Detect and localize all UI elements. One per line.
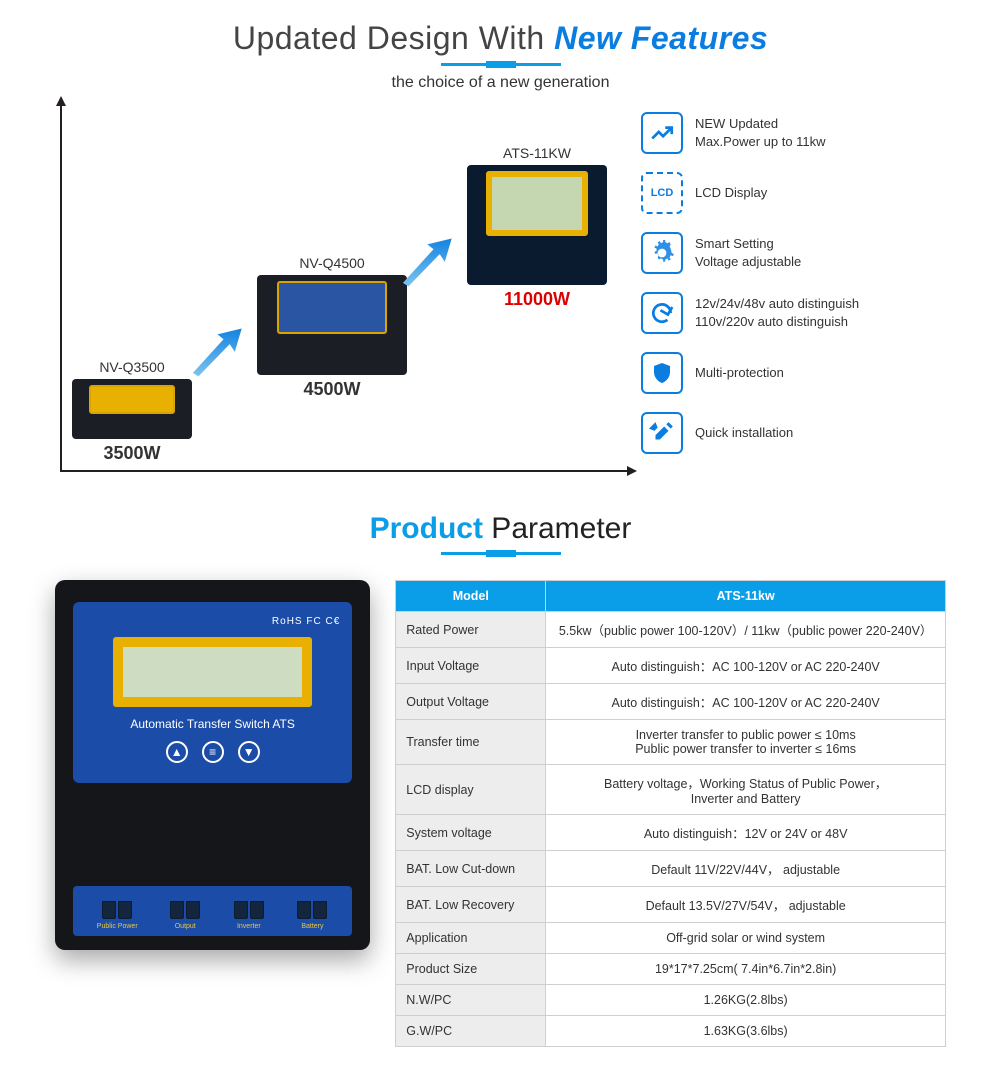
table-row: ApplicationOff-grid solar or wind system (396, 923, 946, 954)
table-row: Transfer timeInverter transfer to public… (396, 720, 946, 765)
table-row: BAT. Low RecoveryDefault 13.5V/27V/54V， … (396, 887, 946, 923)
feature-auto-distinguish: 12v/24v/48v auto distinguish110v/220v au… (641, 292, 941, 334)
table-row: LCD displayBattery voltage，Working Statu… (396, 765, 946, 815)
page-title: Updated Design With New Features (60, 20, 941, 57)
feature-text: 12v/24v/48v auto distinguish110v/220v au… (695, 295, 859, 330)
product-label: NV-Q3500 (72, 359, 192, 375)
spec-label: Output Voltage (396, 684, 546, 720)
device-button-row: ▲ ≡ ▼ (85, 741, 340, 763)
product-wattage: 11000W (467, 289, 607, 310)
spec-value: Auto distinguish：AC 100-120V or AC 220-2… (546, 684, 946, 720)
spec-label: Rated Power (396, 612, 546, 648)
feature-list: NEW UpdatedMax.Power up to 11kw LCD LCD … (641, 102, 941, 472)
spec-value: 5.5kw（public power 100-120V）/ 11kw（publi… (546, 612, 946, 648)
shield-icon (641, 352, 683, 394)
table-row: Output VoltageAuto distinguish：AC 100-12… (396, 684, 946, 720)
table-row: BAT. Low Cut-downDefault 11V/22V/44V， ad… (396, 851, 946, 887)
spec-label: Transfer time (396, 720, 546, 765)
parameter-title: Product Parameter (0, 512, 1001, 546)
arrow-icon (177, 317, 257, 383)
table-header-value: ATS-11kw (546, 581, 946, 612)
spec-label: G.W/PC (396, 1016, 546, 1047)
device-model-title: Automatic Transfer Switch ATS (85, 717, 340, 731)
spec-value: Default 13.5V/27V/54V， adjustable (546, 887, 946, 923)
title-plain: Updated Design With (233, 20, 554, 56)
feature-lcd: LCD LCD Display (641, 172, 941, 214)
spec-label: BAT. Low Recovery (396, 887, 546, 923)
product-nvq4500: NV-Q4500 4500W (257, 255, 407, 400)
certification-text: RoHS FC C€ (85, 616, 340, 627)
feature-quick-install: Quick installation (641, 412, 941, 454)
feature-new-updated: NEW UpdatedMax.Power up to 11kw (641, 112, 941, 154)
lcd-screen (113, 637, 312, 707)
arrow-icon (387, 227, 467, 293)
down-button-icon: ▼ (238, 741, 260, 763)
spec-value: Battery voltage，Working Status of Public… (546, 765, 946, 815)
product-label: NV-Q4500 (257, 255, 407, 271)
spec-label: Application (396, 923, 546, 954)
spec-value: Default 11V/22V/44V， adjustable (546, 851, 946, 887)
spec-value: 1.63KG(3.6lbs) (546, 1016, 946, 1047)
product-wattage: 4500W (257, 379, 407, 400)
feature-text: Multi-protection (695, 364, 784, 382)
trend-up-icon (641, 112, 683, 154)
table-row: Input VoltageAuto distinguish：AC 100-120… (396, 648, 946, 684)
spec-label: LCD display (396, 765, 546, 815)
gear-icon (641, 232, 683, 274)
table-header-row: Model ATS-11kw (396, 581, 946, 612)
feature-text: Smart SettingVoltage adjustable (695, 235, 801, 270)
table-row: N.W/PC1.26KG(2.8lbs) (396, 985, 946, 1016)
table-row: System voltageAuto distinguish：12V or 24… (396, 815, 946, 851)
subtitle: the choice of a new generation (60, 74, 941, 92)
spec-label: System voltage (396, 815, 546, 851)
table-row: G.W/PC1.63KG(3.6lbs) (396, 1016, 946, 1047)
spec-label: BAT. Low Cut-down (396, 851, 546, 887)
tools-icon (641, 412, 683, 454)
feature-text: NEW UpdatedMax.Power up to 11kw (695, 115, 826, 150)
product-ats11kw: ATS-11KW 11000W (467, 145, 607, 310)
spec-label: Product Size (396, 954, 546, 985)
device-thumb (72, 379, 192, 439)
spec-value: Off-grid solar or wind system (546, 923, 946, 954)
title-emphasis: New Features (554, 20, 768, 56)
spec-value: Auto distinguish：12V or 24V or 48V (546, 815, 946, 851)
up-button-icon: ▲ (166, 741, 188, 763)
table-row: Product Size19*17*7.25cm( 7.4in*6.7in*2.… (396, 954, 946, 985)
spec-value: Auto distinguish：AC 100-120V or AC 220-2… (546, 648, 946, 684)
title-underline (60, 63, 941, 66)
product-wattage: 3500W (72, 443, 192, 464)
menu-button-icon: ≡ (202, 741, 224, 763)
spec-label: Input Voltage (396, 648, 546, 684)
feature-smart-setting: Smart SettingVoltage adjustable (641, 232, 941, 274)
cycle-icon (641, 292, 683, 334)
table-row: Rated Power5.5kw（public power 100-120V）/… (396, 612, 946, 648)
spec-table: Model ATS-11kw Rated Power5.5kw（public p… (395, 580, 946, 1047)
evolution-chart: NV-Q3500 3500W NV-Q4500 4500W ATS-11KW 1… (60, 102, 631, 472)
spec-label: N.W/PC (396, 985, 546, 1016)
product-nvq3500: NV-Q3500 3500W (72, 359, 192, 464)
port-row: Public Power Output Inverter Battery (73, 886, 352, 936)
spec-value: 1.26KG(2.8lbs) (546, 985, 946, 1016)
device-illustration: RoHS FC C€ Automatic Transfer Switch ATS… (55, 580, 370, 950)
device-thumb (257, 275, 407, 375)
feature-text: LCD Display (695, 184, 767, 202)
lcd-icon: LCD (641, 172, 683, 214)
device-thumb (467, 165, 607, 285)
spec-value: Inverter transfer to public power ≤ 10ms… (546, 720, 946, 765)
feature-text: Quick installation (695, 424, 793, 442)
table-header-model: Model (396, 581, 546, 612)
product-label: ATS-11KW (467, 145, 607, 161)
spec-value: 19*17*7.25cm( 7.4in*6.7in*2.8in) (546, 954, 946, 985)
feature-multi-protection: Multi-protection (641, 352, 941, 394)
